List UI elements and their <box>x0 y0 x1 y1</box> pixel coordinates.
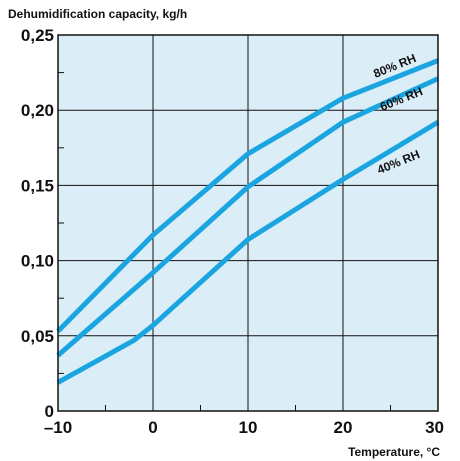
y-axis-title: Dehumidification capacity, kg/h <box>8 7 187 21</box>
y-tick-label: 0 <box>45 402 54 421</box>
x-tick-label: 10 <box>239 418 258 437</box>
minor-ticks <box>58 72 391 411</box>
y-tick-label: 0,20 <box>21 101 54 120</box>
x-tick-label: –10 <box>44 418 72 437</box>
y-tick-label: 0,05 <box>21 327 54 346</box>
x-tick-label: 0 <box>148 418 157 437</box>
series-line-1 <box>56 76 440 358</box>
y-tick-label: 0,10 <box>21 252 54 271</box>
y-tick-label: 0,15 <box>21 176 54 195</box>
series-line-2 <box>56 120 440 385</box>
y-tick-labels: 0 0,05 0,10 0,15 0,20 0,25 <box>21 26 54 421</box>
y-tick-label: 0,25 <box>21 26 54 45</box>
x-tick-label: 30 <box>425 418 444 437</box>
plot-border <box>57 34 439 412</box>
series-line-0 <box>56 58 439 334</box>
series-lines <box>56 58 440 385</box>
x-tick-label: 20 <box>334 418 353 437</box>
x-axis-title: Temperature, °C <box>348 445 440 459</box>
x-tick-labels: –10 0 10 20 30 <box>44 418 444 437</box>
